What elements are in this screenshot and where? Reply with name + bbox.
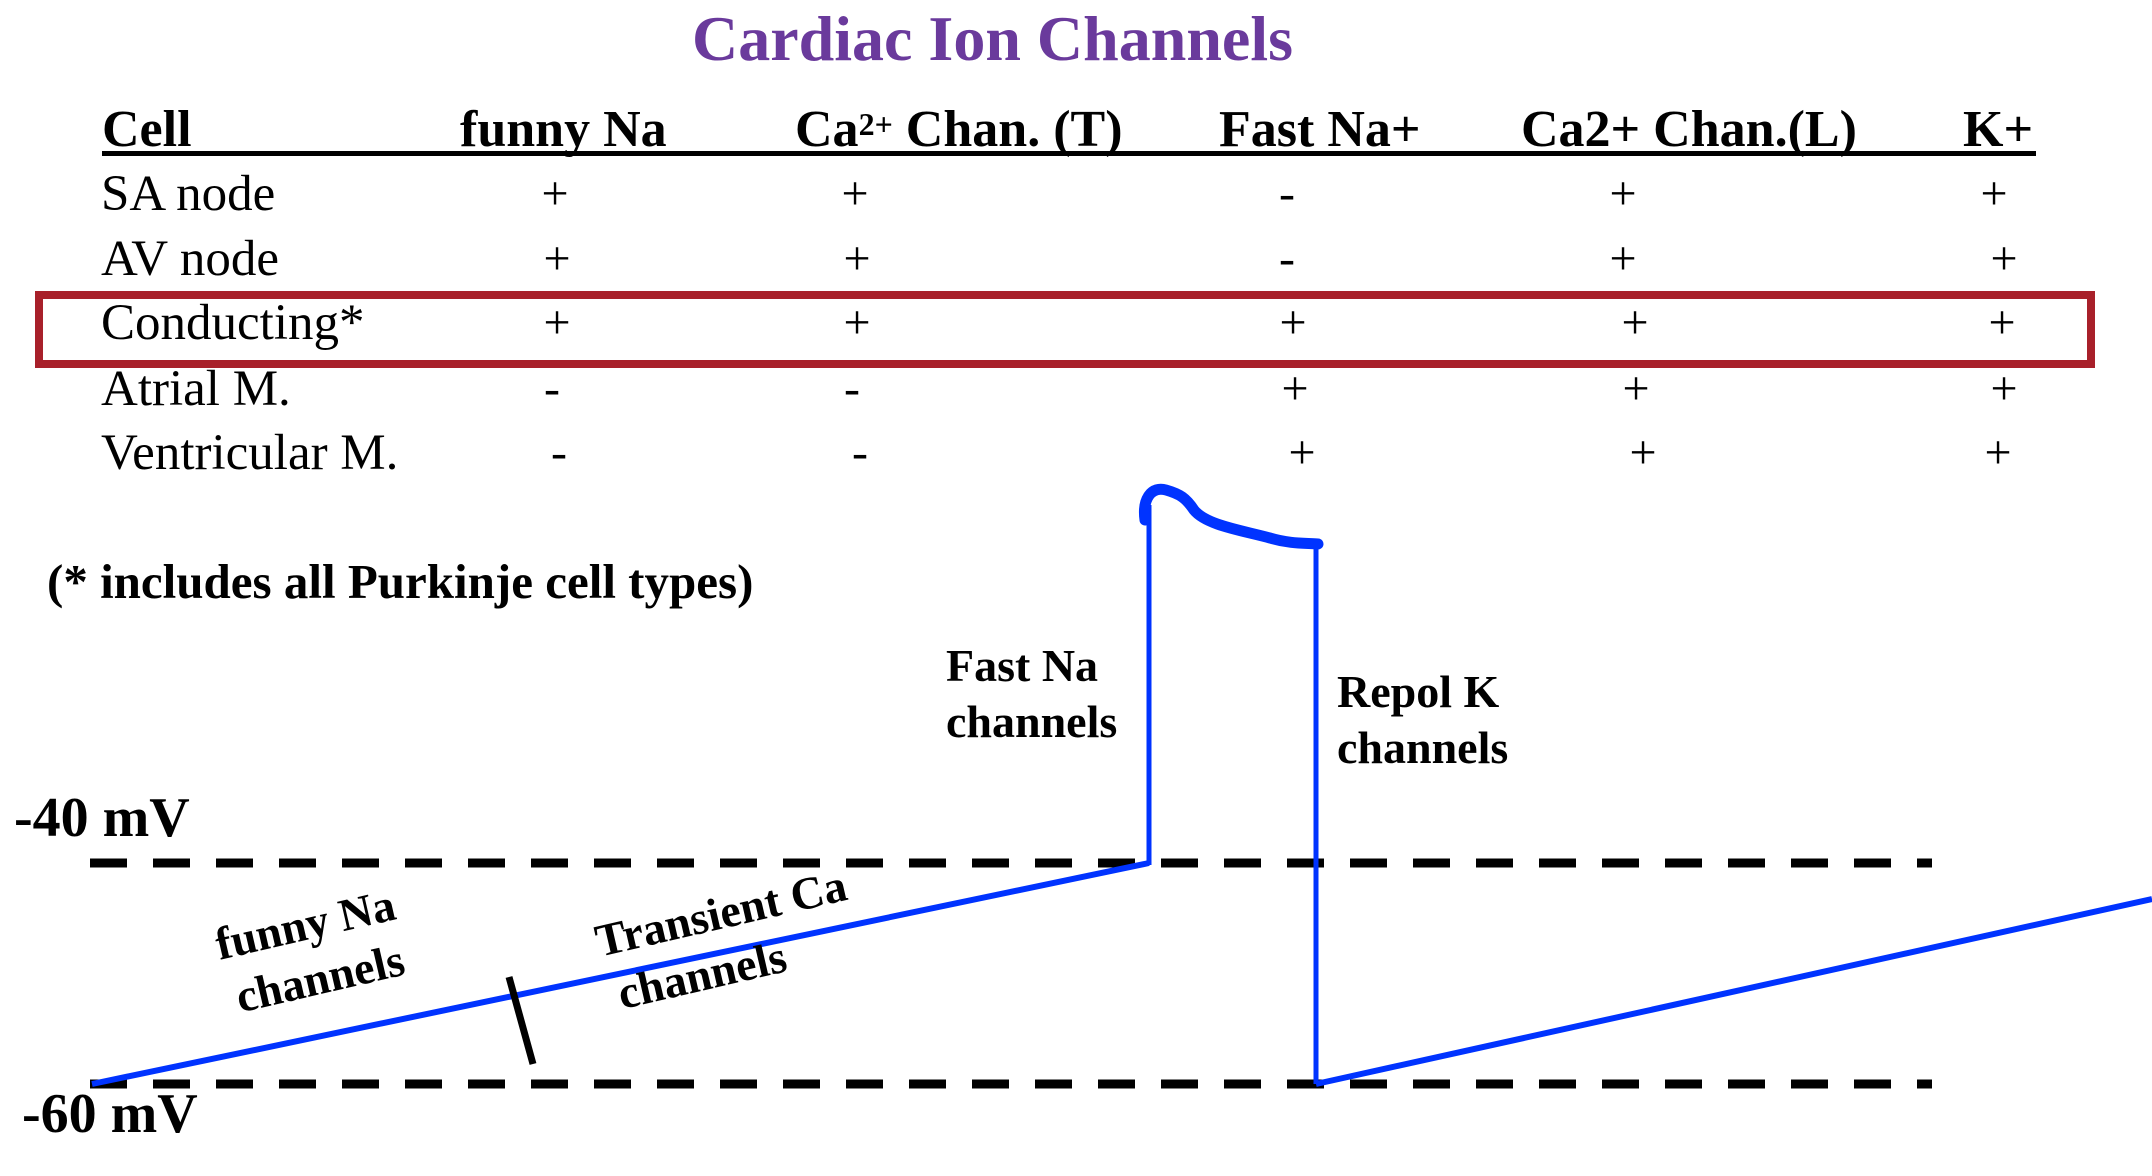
- cell-value: +: [1622, 362, 1650, 415]
- page-title: Cardiac Ion Channels: [692, 3, 1293, 74]
- header-underline: [102, 151, 2036, 156]
- cell-value: -: [852, 426, 868, 479]
- conducting-highlight-box: [35, 291, 2095, 368]
- row-label: AV node: [101, 231, 280, 287]
- cell-value: +: [1988, 296, 2016, 349]
- next-pacemaker-slope-line: [1315, 896, 2152, 1087]
- fast-na-label-line1: Fast Na: [946, 640, 1099, 691]
- cell-value: +: [1281, 362, 1309, 415]
- fast-na-label: Fast Na channels: [946, 638, 1117, 750]
- lower-level-label: -60 mV: [22, 1083, 198, 1145]
- cell-value: +: [543, 296, 571, 349]
- cell-value: +: [1609, 167, 1637, 220]
- plateau-curve: [1138, 483, 1324, 550]
- header-ca-t-prefix: Ca: [795, 101, 859, 158]
- cell-value: +: [1984, 426, 2012, 479]
- pacemaker-slope-line: [91, 860, 1150, 1087]
- cell-value: +: [1621, 296, 1649, 349]
- cell-value: +: [1609, 232, 1637, 285]
- repol-k-label-line1: Repol K: [1337, 666, 1500, 717]
- cell-value: +: [541, 167, 569, 220]
- header-ca-t: Ca2+ Chan. (T): [795, 100, 1123, 160]
- cell-value: -: [544, 362, 560, 415]
- cell-value: +: [1629, 426, 1657, 479]
- cell-value: +: [543, 232, 571, 285]
- cell-value: +: [1288, 426, 1316, 479]
- cell-value: +: [1990, 232, 2018, 285]
- cell-value: -: [1279, 167, 1295, 220]
- cell-value: +: [843, 296, 871, 349]
- upper-level-label: -40 mV: [14, 787, 190, 849]
- header-cell: Cell: [102, 101, 192, 158]
- row-label: Conducting*: [101, 295, 365, 351]
- header-funny-na: funny Na: [460, 101, 667, 158]
- header-ca-t-sup: 2+: [858, 106, 893, 142]
- header-k: K+: [1963, 101, 2034, 158]
- footnote: (* includes all Purkinje cell types): [47, 554, 754, 609]
- repol-k-label: Repol K channels: [1337, 664, 1508, 776]
- cell-value: +: [1279, 296, 1307, 349]
- cell-value: +: [841, 167, 869, 220]
- cell-value: -: [1279, 232, 1295, 285]
- cell-value: -: [551, 426, 567, 479]
- header-ca-t-suffix: Chan. (T): [892, 101, 1123, 158]
- header-fast-na: Fast Na+: [1219, 101, 1421, 158]
- cell-value: +: [1980, 167, 2008, 220]
- repol-k-label-line2: channels: [1337, 722, 1509, 773]
- cell-value: +: [1990, 362, 2018, 415]
- fast-na-label-line2: channels: [946, 696, 1118, 747]
- row-label: Ventricular M.: [101, 425, 399, 481]
- row-label: Atrial M.: [101, 361, 291, 417]
- header-ca-l: Ca2+ Chan.(L): [1521, 101, 1857, 158]
- row-label: SA node: [101, 166, 276, 222]
- phase-divider-tick: [505, 976, 537, 1065]
- cell-value: -: [844, 362, 860, 415]
- cell-value: +: [843, 232, 871, 285]
